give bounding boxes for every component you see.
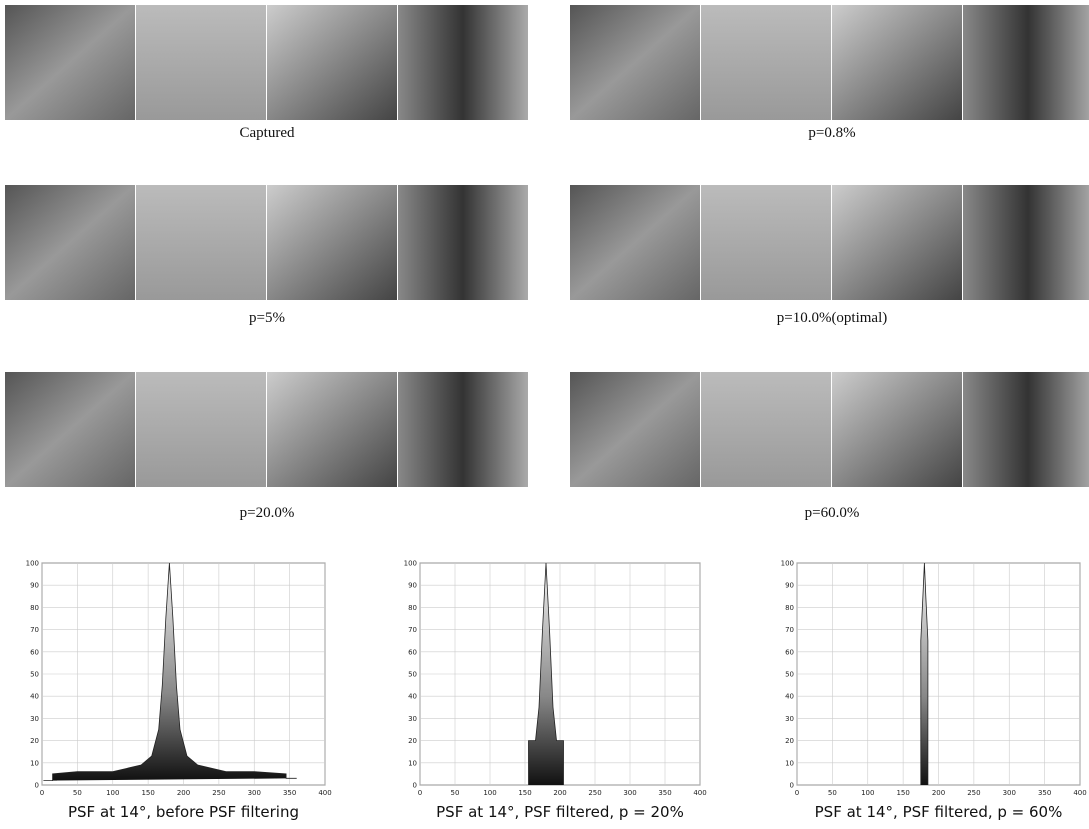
plot-caption: PSF at 14°, PSF filtered, p = 20% xyxy=(436,803,684,821)
y-tick-label: 10 xyxy=(30,759,39,767)
panel-image xyxy=(701,372,831,487)
x-tick-label: 100 xyxy=(106,789,119,797)
y-tick-label: 30 xyxy=(408,715,417,723)
x-tick-label: 50 xyxy=(828,789,837,797)
y-tick-label: 80 xyxy=(408,604,417,612)
figure: Captured p=0.8% p=5% p=10.0%(optimal) p=20.0… xyxy=(0,0,1089,829)
panel-image xyxy=(701,5,831,120)
panel-caption: Captured xyxy=(240,125,295,141)
panel-image xyxy=(570,5,700,120)
y-tick-label: 50 xyxy=(785,671,794,679)
panel-caption: p=5% xyxy=(249,310,285,326)
y-tick-label: 70 xyxy=(785,626,794,634)
x-tick-label: 50 xyxy=(73,789,82,797)
y-tick-label: 70 xyxy=(30,626,39,634)
y-tick-label: 100 xyxy=(404,560,417,568)
y-tick-label: 0 xyxy=(413,782,417,790)
x-tick-label: 350 xyxy=(658,789,671,797)
x-tick-label: 250 xyxy=(967,789,980,797)
x-tick-label: 0 xyxy=(418,789,422,797)
plot-caption: PSF at 14°, before PSF filtering xyxy=(68,803,299,821)
panel-image xyxy=(963,372,1089,487)
y-tick-label: 0 xyxy=(790,782,794,790)
x-tick-label: 250 xyxy=(212,789,225,797)
panel-caption: p=0.8% xyxy=(808,125,855,141)
y-tick-label: 90 xyxy=(785,582,794,590)
x-tick-label: 400 xyxy=(693,789,706,797)
panel-image xyxy=(832,185,962,300)
y-tick-label: 40 xyxy=(30,693,39,701)
x-tick-label: 200 xyxy=(177,789,190,797)
x-tick-label: 150 xyxy=(518,789,531,797)
y-tick-label: 100 xyxy=(781,560,794,568)
panel-caption: p=20.0% xyxy=(240,505,295,521)
panel-image xyxy=(570,185,700,300)
y-tick-label: 50 xyxy=(408,671,417,679)
x-tick-label: 200 xyxy=(932,789,945,797)
y-tick-label: 70 xyxy=(408,626,417,634)
y-tick-label: 20 xyxy=(408,737,417,745)
panel-image xyxy=(701,185,831,300)
panel-image xyxy=(136,372,266,487)
panel-image xyxy=(5,372,135,487)
x-tick-label: 0 xyxy=(795,789,799,797)
x-tick-label: 50 xyxy=(451,789,460,797)
x-tick-label: 350 xyxy=(1038,789,1051,797)
y-tick-label: 80 xyxy=(30,604,39,612)
panel-image xyxy=(5,5,135,120)
y-tick-label: 50 xyxy=(30,671,39,679)
x-tick-label: 250 xyxy=(588,789,601,797)
panel-image xyxy=(5,185,135,300)
y-tick-label: 60 xyxy=(785,648,794,656)
x-tick-label: 300 xyxy=(248,789,261,797)
x-tick-label: 100 xyxy=(483,789,496,797)
x-tick-label: 0 xyxy=(40,789,44,797)
panel-caption: p=60.0% xyxy=(805,505,860,521)
y-tick-label: 10 xyxy=(408,759,417,767)
y-tick-label: 30 xyxy=(30,715,39,723)
y-tick-label: 30 xyxy=(785,715,794,723)
x-tick-label: 150 xyxy=(896,789,909,797)
x-tick-label: 100 xyxy=(861,789,874,797)
panel-image xyxy=(267,185,397,300)
panel-caption: p=10.0%(optimal) xyxy=(777,310,888,326)
y-tick-label: 90 xyxy=(30,582,39,590)
x-tick-label: 200 xyxy=(553,789,566,797)
panel-image xyxy=(136,5,266,120)
panel-image xyxy=(136,185,266,300)
y-tick-label: 100 xyxy=(26,560,39,568)
panel-image xyxy=(963,5,1089,120)
y-tick-label: 20 xyxy=(785,737,794,745)
panel-image xyxy=(832,5,962,120)
y-tick-label: 90 xyxy=(408,582,417,590)
x-tick-label: 350 xyxy=(283,789,296,797)
y-tick-label: 0 xyxy=(35,782,39,790)
panel-image xyxy=(398,372,528,487)
panel-image xyxy=(963,185,1089,300)
y-tick-label: 10 xyxy=(785,759,794,767)
panel-image xyxy=(832,372,962,487)
panel-image xyxy=(398,5,528,120)
plot-caption: PSF at 14°, PSF filtered, p = 60% xyxy=(815,803,1063,821)
x-tick-label: 300 xyxy=(623,789,636,797)
x-tick-label: 150 xyxy=(141,789,154,797)
x-tick-label: 400 xyxy=(1073,789,1086,797)
x-tick-label: 400 xyxy=(318,789,331,797)
y-tick-label: 40 xyxy=(408,693,417,701)
panel-image xyxy=(398,185,528,300)
y-tick-label: 20 xyxy=(30,737,39,745)
panel-image xyxy=(267,5,397,120)
y-tick-label: 40 xyxy=(785,693,794,701)
y-tick-label: 80 xyxy=(785,604,794,612)
y-tick-label: 60 xyxy=(30,648,39,656)
panel-image xyxy=(267,372,397,487)
panel-image xyxy=(570,372,700,487)
y-tick-label: 60 xyxy=(408,648,417,656)
x-tick-label: 300 xyxy=(1003,789,1016,797)
